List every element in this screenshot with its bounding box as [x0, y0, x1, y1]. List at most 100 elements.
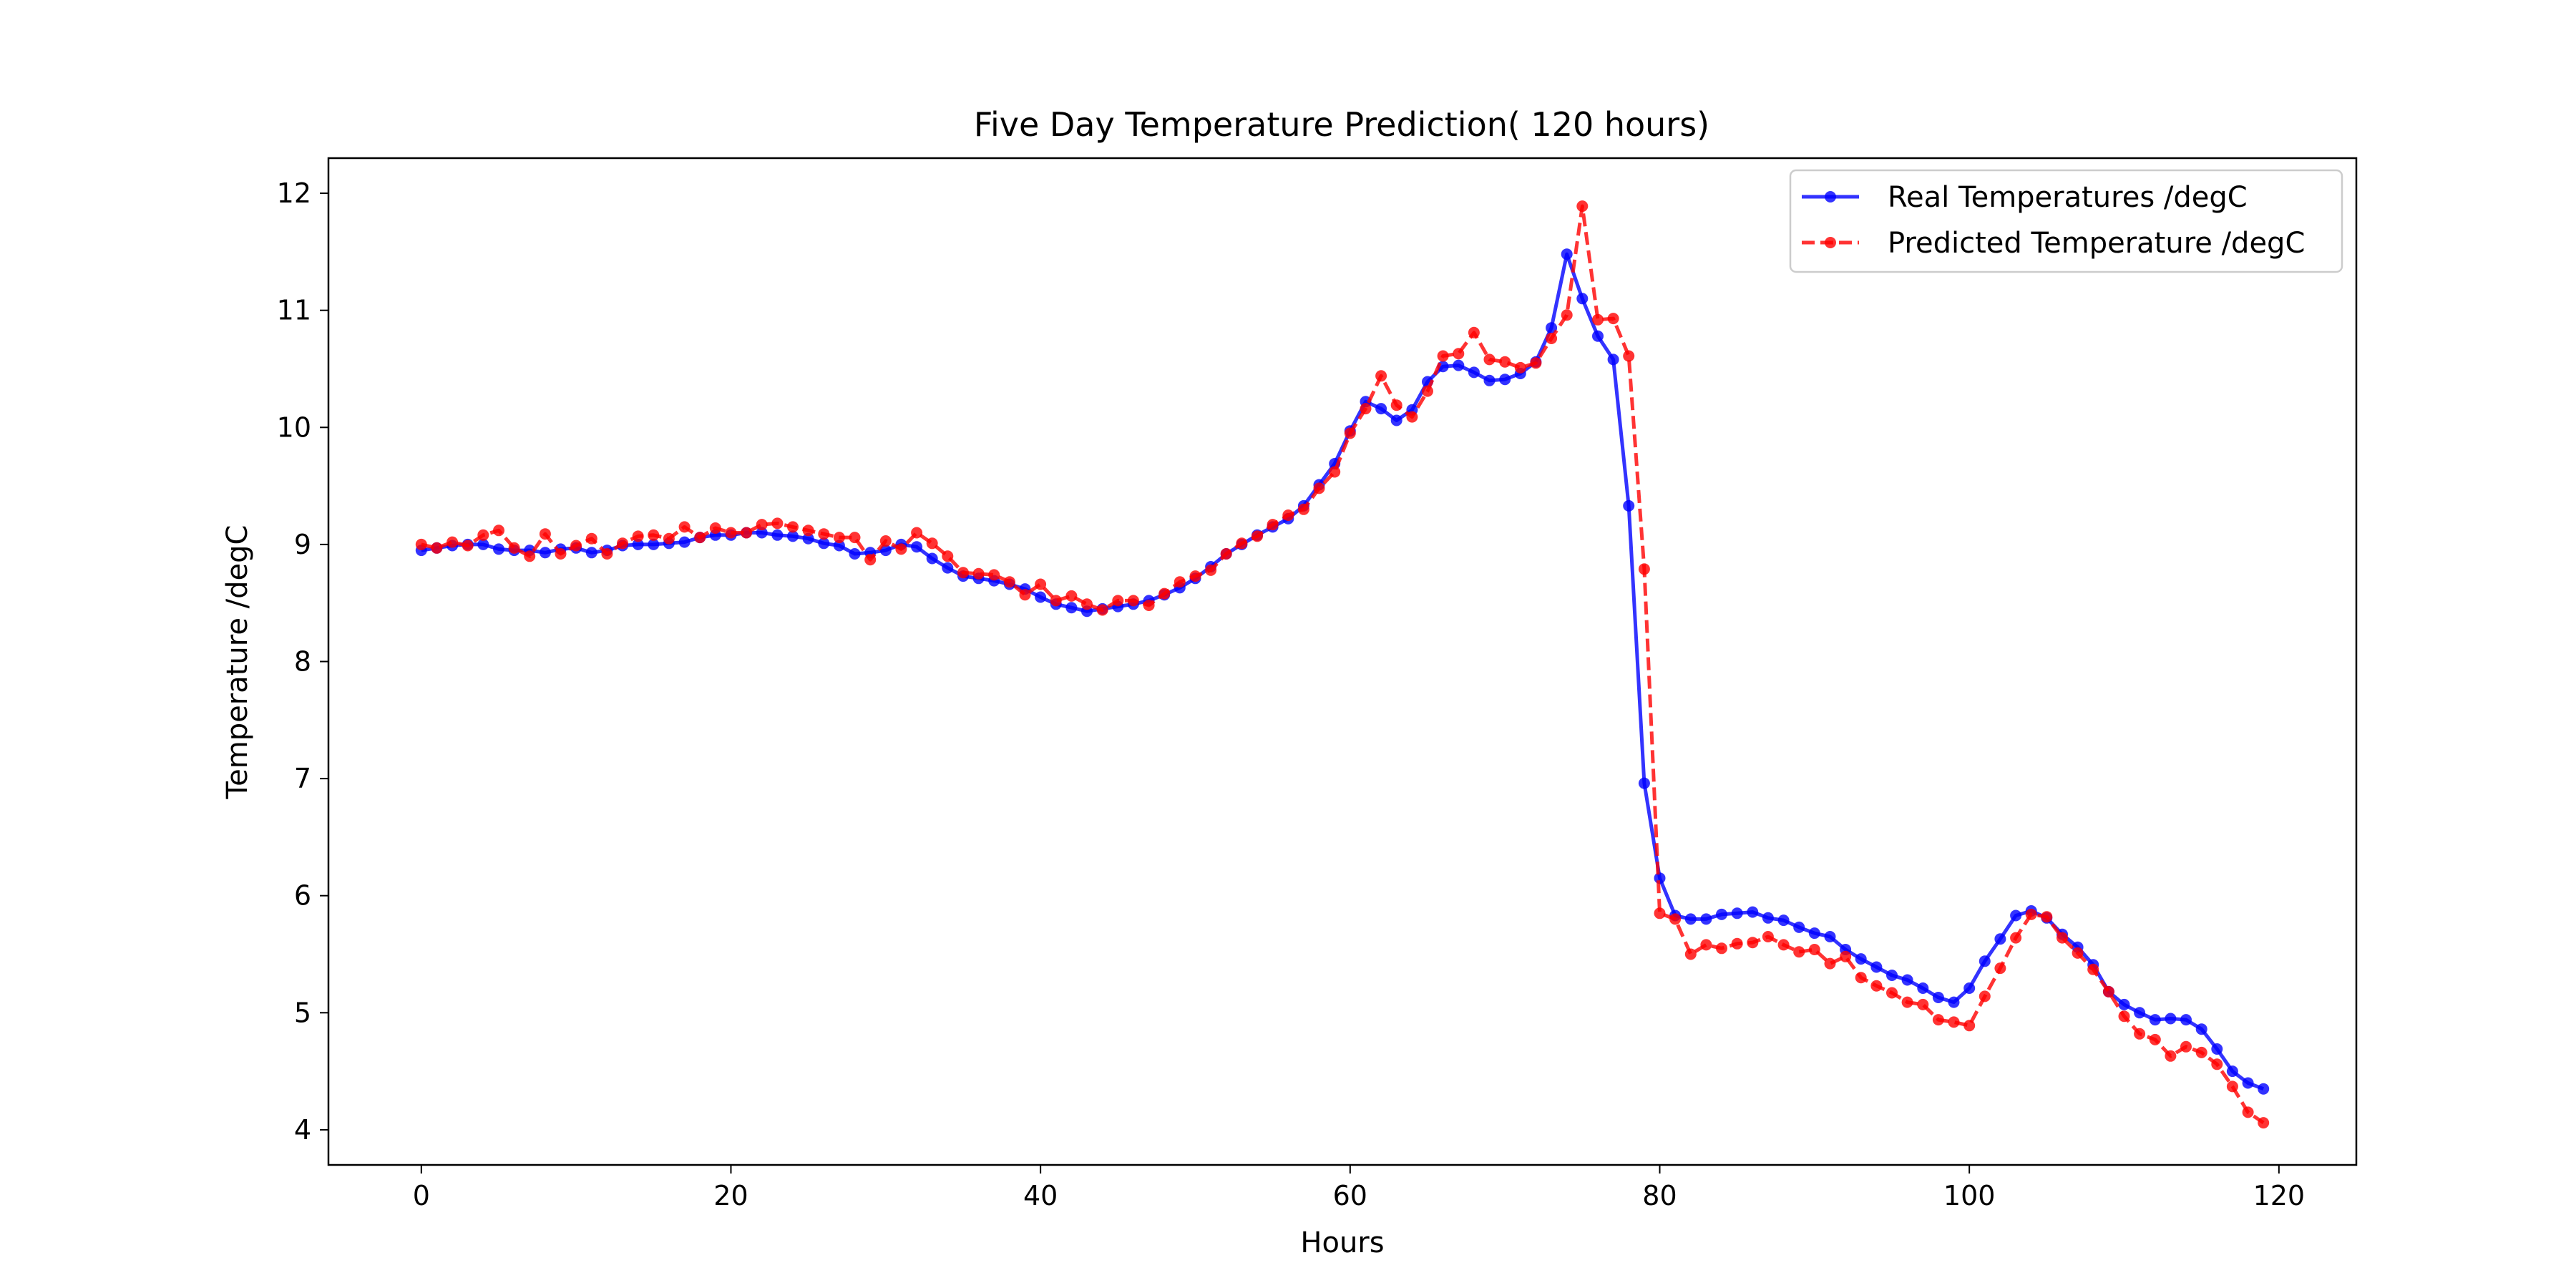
predicted-temperature-point [1592, 313, 1604, 326]
real-temperature-point [1375, 403, 1387, 415]
predicted-temperature-point [1019, 589, 1031, 601]
predicted-temperature-point [2041, 911, 2053, 923]
predicted-temperature-point [1716, 942, 1727, 955]
predicted-temperature-point [1065, 590, 1078, 602]
predicted-temperature-point [833, 532, 845, 544]
predicted-temperature-point [1623, 350, 1635, 362]
predicted-temperature-point [1731, 937, 1743, 950]
predicted-temperature-point [431, 542, 443, 554]
predicted-temperature-point [2025, 908, 2037, 920]
predicted-temperature-point [2258, 1117, 2270, 1129]
y-tick-label: 10 [277, 411, 311, 443]
real-temperature-point [1994, 933, 2006, 945]
real-temperature-point [1483, 374, 1496, 386]
real-temperature-point [1808, 927, 1820, 940]
real-temperature-point [2242, 1077, 2254, 1089]
predicted-temperature-point [1390, 399, 1402, 411]
predicted-temperature-point [477, 529, 489, 541]
predicted-temperature-point [988, 569, 1000, 581]
predicted-temperature-point [1932, 1014, 1944, 1026]
x-axis-label: Hours [1300, 1226, 1384, 1259]
real-temperature-point [1917, 982, 1929, 994]
real-temperature-point [1453, 359, 1465, 371]
real-temperature-point [802, 532, 814, 545]
real-temperature-point [1932, 992, 1944, 1003]
real-temperature-point [648, 538, 660, 550]
predicted-temperature-point [1406, 411, 1418, 423]
predicted-temperature-point [1870, 980, 1883, 992]
predicted-temperature-point [1236, 537, 1248, 550]
legend-predicted-label: Predicted Temperature /degC [1888, 227, 2305, 260]
predicted-temperature-point [1917, 998, 1929, 1010]
predicted-temperature-point [879, 535, 892, 547]
predicted-temperature-point [972, 567, 985, 580]
y-tick-label: 4 [294, 1114, 311, 1146]
legend-real-label: Real Temperatures /degC [1888, 181, 2248, 214]
x-tick-label: 40 [1023, 1180, 1058, 1211]
predicted-temperature-point [1561, 309, 1573, 321]
real-temperature-point [2226, 1065, 2238, 1078]
real-temperature-point [1886, 970, 1898, 981]
real-temperature-point [926, 552, 938, 565]
predicted-temperature-point [570, 540, 582, 552]
real-temperature-point [1065, 602, 1078, 614]
predicted-temperature-point [1886, 987, 1898, 999]
real-temperature-point [1638, 777, 1650, 789]
real-temperature-point [1607, 353, 1619, 366]
predicted-temperature-point [709, 522, 721, 534]
chart-title: Five Day Temperature Prediction( 120 hou… [974, 105, 1709, 144]
predicted-temperature-point [756, 519, 768, 531]
real-temperature-point [678, 536, 691, 548]
predicted-temperature-point [539, 528, 551, 540]
predicted-temperature-point [1453, 348, 1465, 360]
real-temperature-point [1623, 499, 1635, 512]
predicted-temperature-point [1297, 503, 1309, 515]
real-temperature-point [585, 547, 597, 559]
predicted-temperature-point [2134, 1028, 2146, 1040]
predicted-temperature-point [2195, 1046, 2207, 1058]
y-tick-label: 9 [294, 529, 311, 560]
real-temperature-point [2258, 1083, 2270, 1095]
x-axis: 0 20 40 60 80 100 120 [413, 1165, 2305, 1211]
predicted-temperature-point [1375, 370, 1387, 382]
x-tick-label: 120 [2253, 1180, 2306, 1211]
real-temperature-point [849, 548, 861, 560]
real-temperature-point [1855, 953, 1867, 965]
real-temperature-point [2211, 1043, 2223, 1055]
predicted-temperature-point [1437, 350, 1449, 362]
y-tick-label: 8 [294, 646, 311, 678]
real-temperature-point [632, 538, 644, 550]
predicted-temperature-point [1220, 548, 1232, 560]
predicted-temperature-point [585, 532, 597, 545]
real-temperature-point [1390, 414, 1402, 426]
predicted-temperature-point [555, 548, 567, 560]
real-temperature-point [2118, 998, 2130, 1010]
predicted-temperature-point [2057, 932, 2068, 944]
predicted-temperature-point [957, 567, 969, 579]
predicted-temperature-point [1684, 948, 1697, 960]
real-temperature-point [1499, 374, 1511, 386]
real-temperature-point [2010, 909, 2022, 922]
real-temperature-point [1468, 366, 1480, 379]
predicted-temperature-point [1994, 962, 2006, 975]
predicted-temperature-point [601, 548, 613, 560]
real-temperature-point [1716, 908, 1727, 920]
predicted-temperature-point [617, 537, 628, 550]
predicted-temperature-point [1158, 587, 1171, 600]
real-temperature-point [1035, 591, 1047, 603]
predicted-temperature-point [771, 517, 784, 530]
real-temperature-point [1948, 996, 1960, 1008]
y-tick-label: 6 [294, 880, 311, 912]
predicted-temperature-point [2072, 947, 2084, 959]
predicted-temperature-point [447, 536, 459, 548]
predicted-temperature-point [895, 543, 907, 555]
predicted-temperature-point [415, 538, 427, 550]
predicted-temperature-point [1979, 990, 1991, 1002]
real-temperature-point [1700, 913, 1712, 925]
predicted-temperature-point [1948, 1016, 1960, 1028]
legend: Real Temperatures /degC Predicted Temper… [1789, 169, 2343, 273]
predicted-temperature-point [1282, 509, 1294, 521]
predicted-temperature-point [524, 550, 536, 562]
predicted-temperature-point [694, 532, 706, 544]
